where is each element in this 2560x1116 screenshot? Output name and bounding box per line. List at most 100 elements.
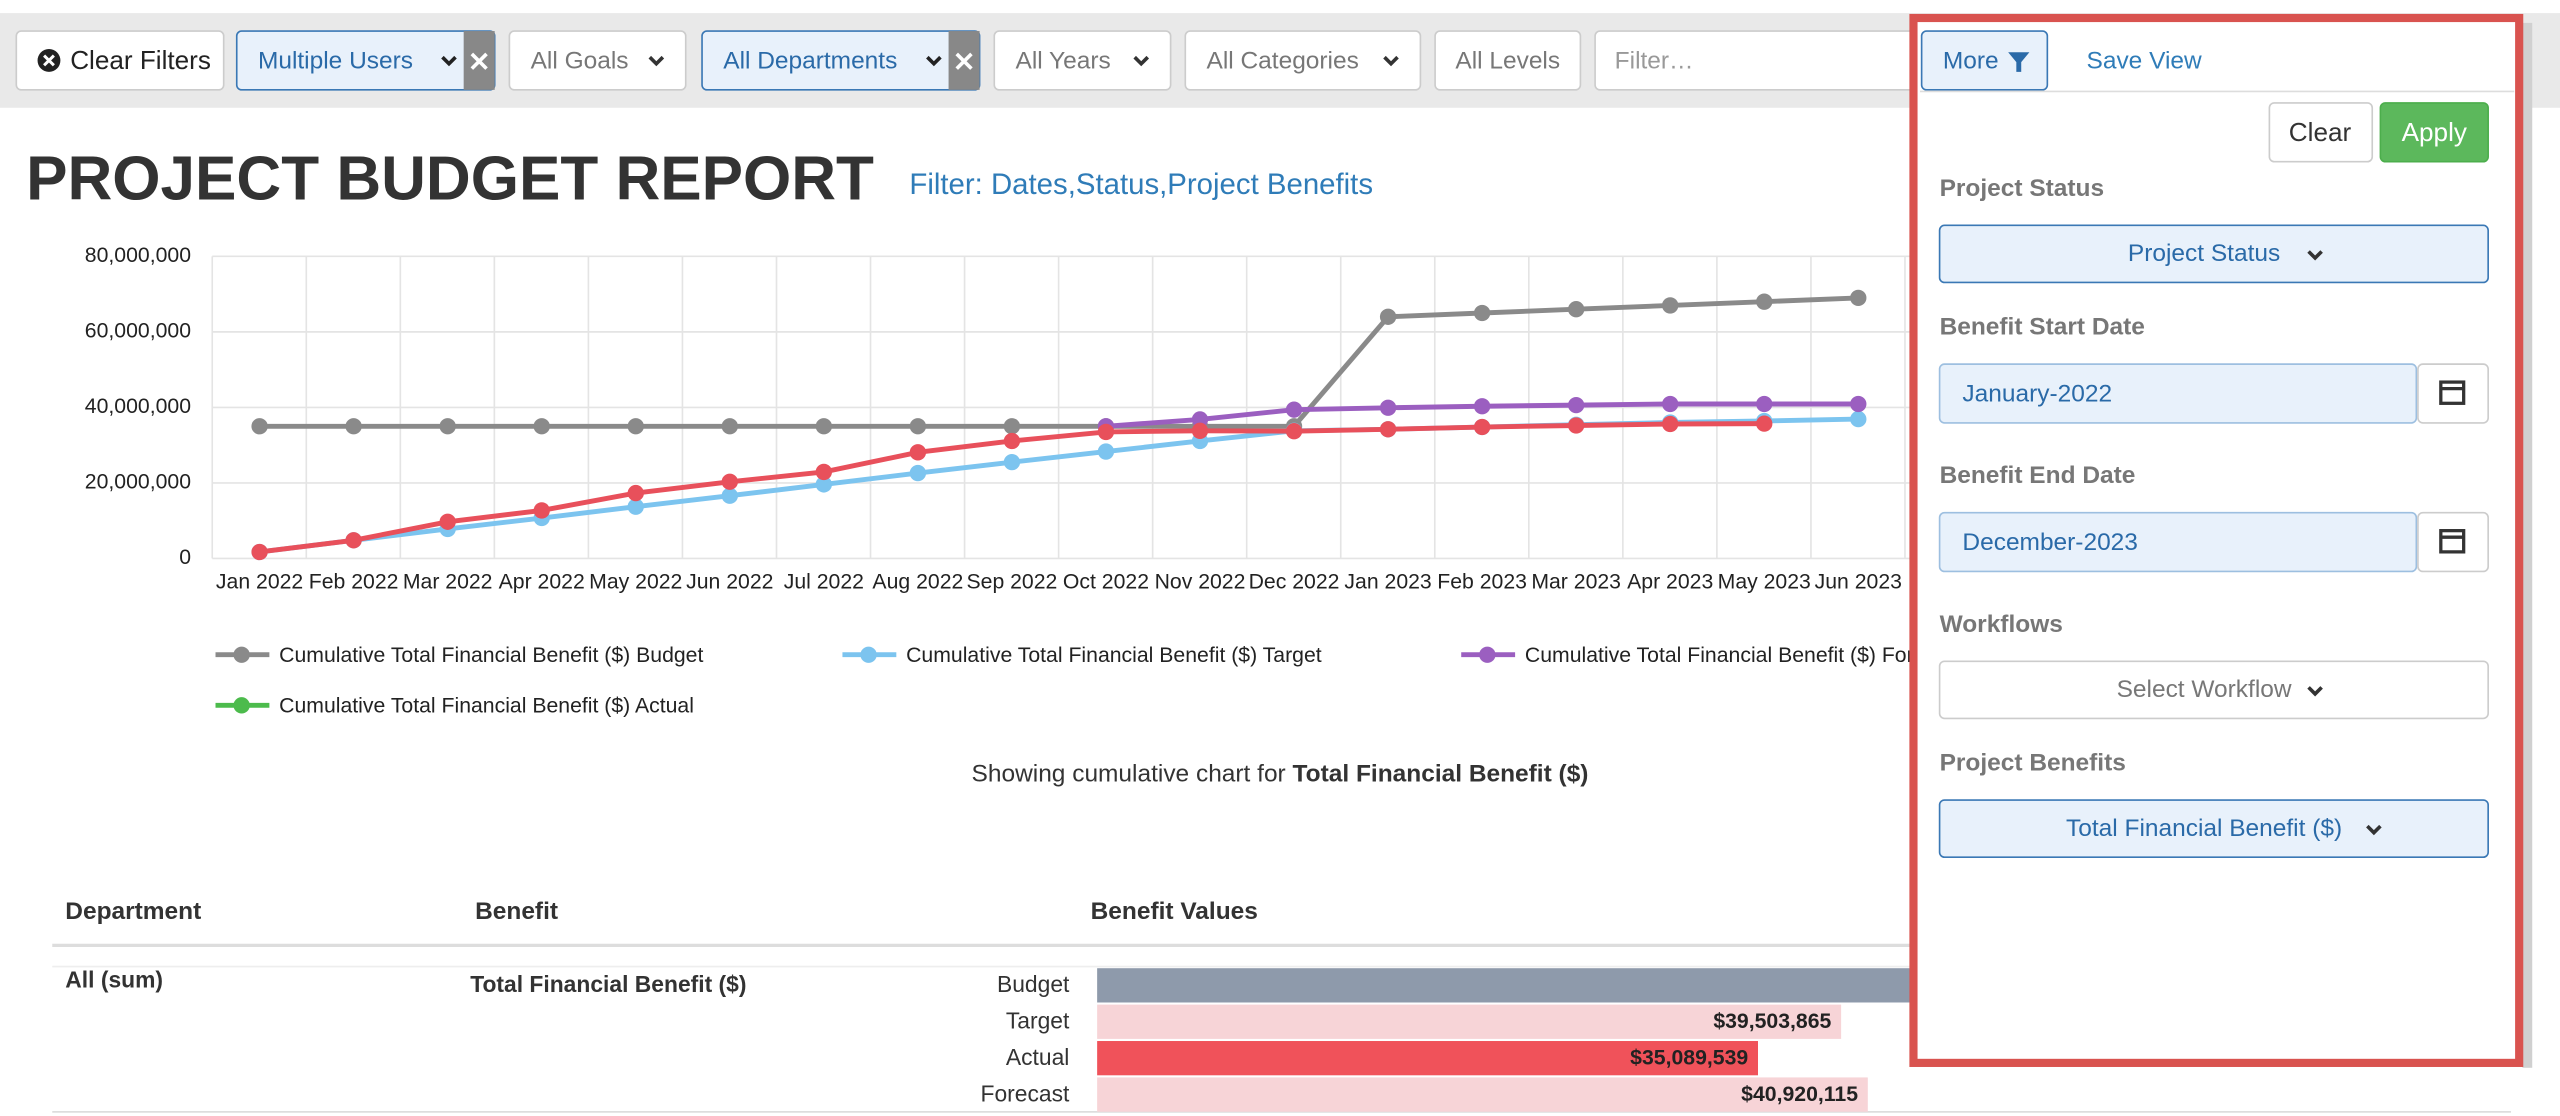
value-bar [1097, 1004, 1842, 1039]
calendar-icon [2439, 380, 2466, 405]
bar-value-label: $39,503,865 [1713, 1010, 1831, 1033]
date-input[interactable] [1938, 363, 2418, 424]
more-label: More [1943, 48, 1999, 75]
data-point [1473, 418, 1491, 436]
column-header: Benefit [475, 898, 558, 925]
value-bar [1097, 1077, 1868, 1112]
data-point [1285, 423, 1303, 440]
dropdown-value: Select Workflow [2117, 676, 2292, 703]
data-point [533, 418, 550, 435]
chevron [441, 55, 457, 67]
x-tick-label: Apr 2022 [499, 571, 585, 594]
data-point [627, 418, 644, 435]
clear-filters-button[interactable] [15, 30, 225, 91]
data-point [1662, 415, 1679, 433]
data-point [1756, 293, 1773, 310]
filter-label: All Categories [1207, 48, 1359, 75]
panel-shadow [2522, 22, 2533, 1068]
chevron [2307, 250, 2323, 261]
bar-name: Forecast [981, 1080, 1071, 1106]
data-point [909, 418, 927, 435]
chevron [1133, 55, 1150, 67]
x-tick-label: Apr 2023 [1627, 571, 1713, 594]
calendar-button[interactable] [2417, 511, 2489, 573]
y-tick-label: 0 [179, 546, 191, 569]
filter-label: All Years [1016, 48, 1111, 75]
data-point [1473, 304, 1491, 322]
y-tick-label: 40,000,000 [85, 395, 191, 418]
filter-dropdown[interactable] [1434, 30, 1582, 91]
x-tick-label: May 2023 [1718, 571, 1811, 594]
data-point [1850, 410, 1867, 428]
calendar-button[interactable] [2417, 363, 2489, 424]
filter-dropdown[interactable] [993, 30, 1172, 91]
panel-dropdown[interactable] [1938, 660, 2489, 720]
field-label: Benefit Start Date [1940, 314, 2145, 341]
field-label: Workflows [1940, 611, 2063, 638]
x-tick-label: Oct 2022 [1063, 571, 1149, 594]
legend-label: Cumulative Total Financial Benefit ($) B… [279, 644, 703, 667]
panel-clear-button[interactable] [2268, 102, 2374, 163]
legend-dot [233, 646, 250, 663]
data-point [1003, 418, 1021, 435]
bar-name: Target [1006, 1008, 1070, 1034]
filter-dropdown[interactable] [1184, 30, 1422, 91]
legend-dot [233, 697, 250, 714]
filter-dropdown[interactable] [508, 30, 687, 91]
date-value: December-2023 [1962, 529, 2137, 556]
x-tick-label: Mar 2023 [1531, 571, 1621, 594]
funnel-icon [2008, 52, 2030, 72]
date-input[interactable] [1938, 511, 2418, 573]
data-point [627, 498, 644, 515]
legend-label: Cumulative Total Financial Benefit ($) A… [279, 695, 694, 718]
bar-name: Budget [997, 971, 1070, 997]
data-point [1003, 432, 1021, 450]
data-point [251, 418, 268, 435]
x-tick-label: Jun 2022 [686, 571, 773, 594]
save-view-link: Save View [2087, 48, 2202, 75]
data-point [627, 484, 644, 502]
data-point [1850, 395, 1867, 413]
x-tick-label: Aug 2022 [872, 571, 963, 594]
value-bar [1097, 1041, 1758, 1076]
y-tick-label: 60,000,000 [85, 319, 191, 342]
legend-label: Cumulative Total Financial Benefit ($) T… [906, 644, 1322, 667]
caption-metric: Total Financial Benefit ($) [1293, 761, 1589, 788]
data-point [345, 532, 362, 549]
remove-icon [955, 52, 973, 70]
data-point [721, 487, 738, 504]
filter-label: All Levels [1455, 48, 1560, 75]
data-point [345, 418, 362, 435]
more-button[interactable] [1920, 30, 2049, 91]
column-header: Department [65, 898, 201, 925]
data-point [533, 502, 550, 519]
data-point [1379, 421, 1397, 438]
chevron [1383, 55, 1399, 67]
field-label: Benefit End Date [1940, 462, 2136, 489]
data-point [1191, 411, 1209, 428]
panel-dropdown[interactable] [1938, 224, 2489, 284]
legend-dot [1479, 646, 1496, 663]
data-point [1662, 395, 1679, 413]
chevron [926, 55, 942, 67]
apply-button[interactable] [2379, 102, 2489, 163]
x-tick-label: Jun 2023 [1815, 571, 1902, 594]
data-point [1850, 289, 1867, 307]
date-value: January-2022 [1962, 381, 2112, 408]
data-point [1662, 297, 1679, 314]
data-point [1379, 399, 1397, 416]
data-point [721, 473, 738, 490]
filter-label: Multiple Users [258, 48, 413, 75]
legend-label: Cumulative Total Financial Benefit ($) F… [1525, 644, 1965, 667]
panel-dropdown[interactable] [1938, 799, 2489, 858]
data-point [1285, 401, 1303, 418]
data-point [1097, 443, 1115, 460]
bar-name: Actual [1006, 1044, 1069, 1070]
data-point [815, 476, 832, 493]
data-point [815, 463, 832, 481]
data-point [1568, 301, 1585, 318]
data-point [251, 543, 268, 561]
x-tick-label: Nov 2022 [1155, 571, 1246, 594]
series-line [259, 295, 1859, 429]
